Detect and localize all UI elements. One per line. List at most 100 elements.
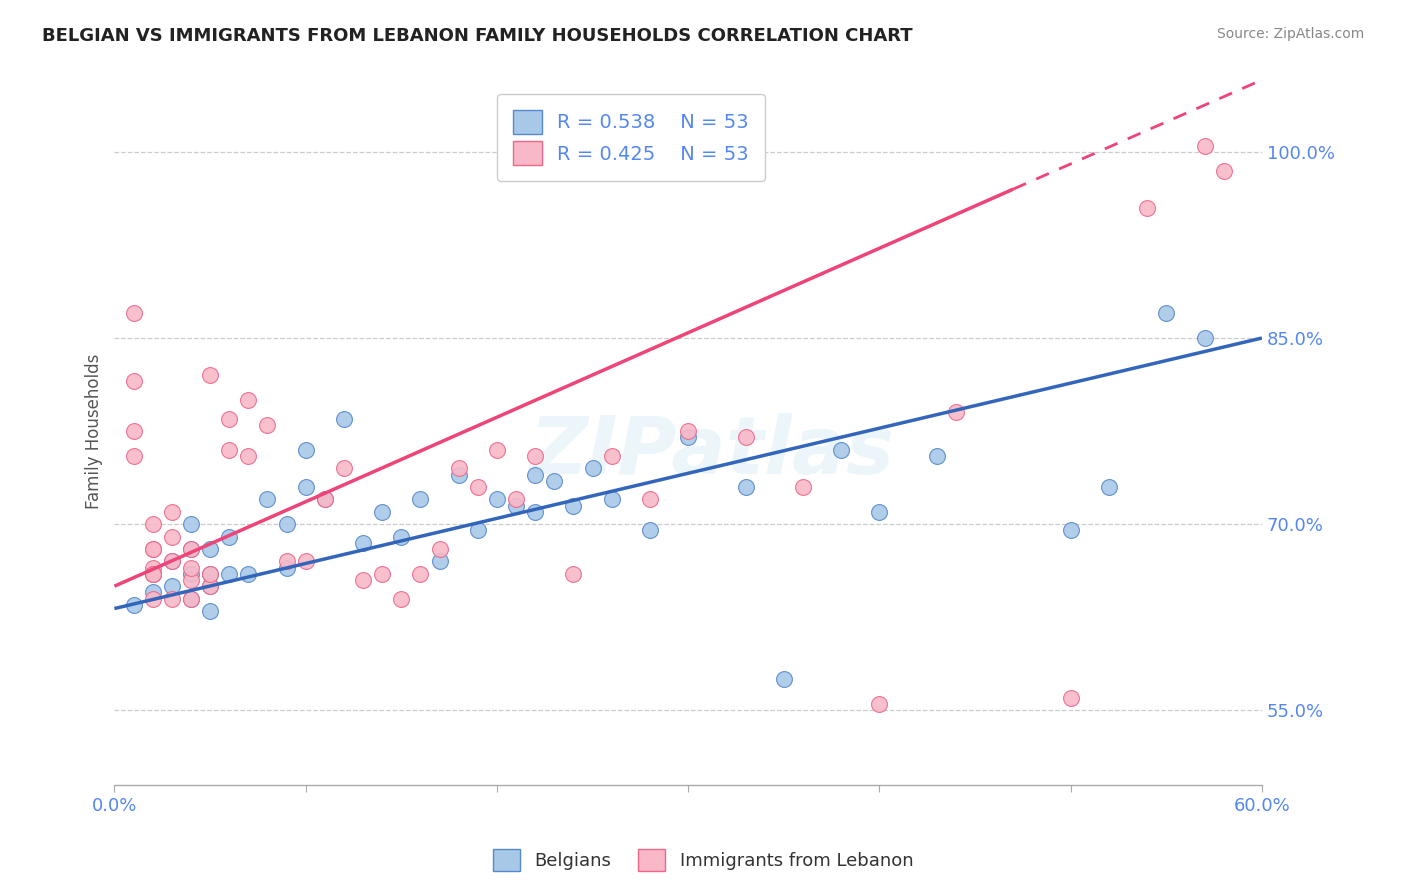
Point <box>198 566 221 581</box>
Point <box>352 573 374 587</box>
Point <box>142 591 165 606</box>
Text: Source: ZipAtlas.com: Source: ZipAtlas.com <box>1216 27 1364 41</box>
Point <box>505 499 527 513</box>
Point <box>160 554 183 568</box>
Point <box>524 467 547 482</box>
Point <box>180 566 202 581</box>
Point <box>868 697 890 711</box>
Point <box>429 541 451 556</box>
Point <box>180 560 202 574</box>
Point <box>238 393 260 408</box>
Point <box>276 560 298 574</box>
Point <box>142 560 165 574</box>
Point <box>142 566 165 581</box>
Point <box>256 492 278 507</box>
Point <box>792 480 814 494</box>
Point <box>276 554 298 568</box>
Point <box>198 579 221 593</box>
Point <box>868 505 890 519</box>
Point <box>198 604 221 618</box>
Point <box>333 411 356 425</box>
Point <box>1212 163 1234 178</box>
Point <box>160 554 183 568</box>
Point <box>925 449 948 463</box>
Point <box>218 411 240 425</box>
Point <box>600 492 623 507</box>
Point <box>1194 331 1216 345</box>
Point <box>160 591 183 606</box>
Point <box>198 541 221 556</box>
Legend: R = 0.538    N = 53, R = 0.425    N = 53: R = 0.538 N = 53, R = 0.425 N = 53 <box>498 95 765 180</box>
Point <box>485 442 508 457</box>
Point <box>218 566 240 581</box>
Point <box>409 566 432 581</box>
Point <box>314 492 336 507</box>
Point <box>734 480 756 494</box>
Point <box>142 566 165 581</box>
Point <box>772 673 794 687</box>
Point <box>429 554 451 568</box>
Point <box>447 461 470 475</box>
Point <box>543 474 565 488</box>
Point <box>1154 306 1177 320</box>
Point <box>198 566 221 581</box>
Point <box>562 499 585 513</box>
Point <box>294 442 316 457</box>
Point <box>830 442 852 457</box>
Point <box>352 535 374 549</box>
Point <box>600 449 623 463</box>
Point <box>945 405 967 419</box>
Point <box>467 480 489 494</box>
Point <box>1059 524 1081 538</box>
Point <box>371 566 394 581</box>
Point <box>505 492 527 507</box>
Point <box>333 461 356 475</box>
Point <box>180 541 202 556</box>
Point <box>276 517 298 532</box>
Point <box>294 554 316 568</box>
Point <box>676 430 699 444</box>
Point <box>142 541 165 556</box>
Point <box>238 566 260 581</box>
Point <box>447 467 470 482</box>
Point <box>180 541 202 556</box>
Y-axis label: Family Households: Family Households <box>86 353 103 508</box>
Point <box>581 461 603 475</box>
Point <box>142 566 165 581</box>
Point <box>160 530 183 544</box>
Point <box>180 591 202 606</box>
Point <box>638 492 661 507</box>
Point <box>1136 201 1159 215</box>
Legend: Belgians, Immigrants from Lebanon: Belgians, Immigrants from Lebanon <box>485 842 921 879</box>
Point <box>524 449 547 463</box>
Point <box>122 449 145 463</box>
Point <box>198 579 221 593</box>
Point <box>1098 480 1121 494</box>
Point <box>389 591 412 606</box>
Point <box>180 573 202 587</box>
Point <box>389 530 412 544</box>
Point <box>467 524 489 538</box>
Point <box>198 368 221 383</box>
Point <box>734 430 756 444</box>
Point <box>485 492 508 507</box>
Point <box>371 505 394 519</box>
Point <box>238 449 260 463</box>
Point <box>218 442 240 457</box>
Point <box>294 480 316 494</box>
Text: ZIPatlas: ZIPatlas <box>529 413 894 491</box>
Point <box>142 585 165 599</box>
Point <box>142 517 165 532</box>
Text: BELGIAN VS IMMIGRANTS FROM LEBANON FAMILY HOUSEHOLDS CORRELATION CHART: BELGIAN VS IMMIGRANTS FROM LEBANON FAMIL… <box>42 27 912 45</box>
Point <box>1194 138 1216 153</box>
Point <box>122 598 145 612</box>
Point <box>142 541 165 556</box>
Point <box>1059 690 1081 705</box>
Point <box>524 505 547 519</box>
Point <box>218 530 240 544</box>
Point <box>122 424 145 438</box>
Point <box>562 566 585 581</box>
Point <box>638 524 661 538</box>
Point <box>256 417 278 432</box>
Point <box>122 375 145 389</box>
